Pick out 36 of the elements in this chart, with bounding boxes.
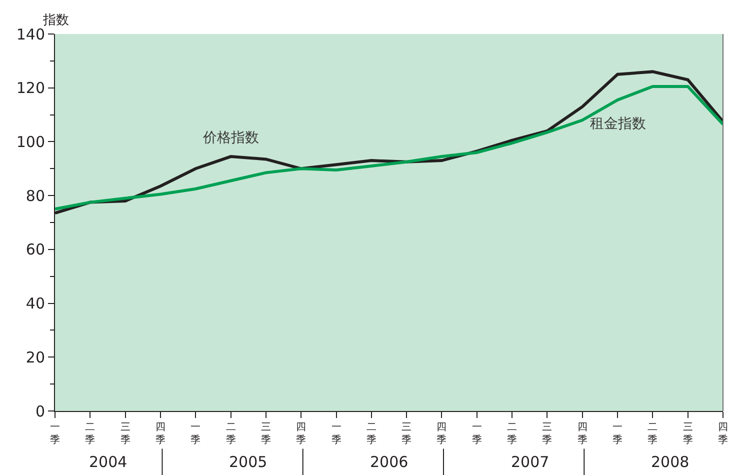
x-tick-label: 一季 bbox=[612, 422, 623, 446]
x-tick-label: 三季 bbox=[120, 422, 130, 446]
y-axis-title: 指数 bbox=[42, 13, 69, 28]
text: 2006 bbox=[370, 453, 408, 471]
x-tick-label: 四季 bbox=[718, 422, 728, 446]
text: 2004 bbox=[89, 453, 128, 471]
x-tick-label: 二季 bbox=[366, 422, 376, 446]
series-label: 租金指数 bbox=[590, 116, 646, 132]
y-tick-label: 80 bbox=[26, 186, 45, 205]
y-tick-label: 20 bbox=[26, 348, 45, 366]
series-label: 价格指数 bbox=[202, 130, 259, 146]
text: 2005 bbox=[229, 453, 268, 471]
x-tick-label: 二季 bbox=[226, 422, 236, 446]
y-tick-label: 100 bbox=[16, 132, 45, 151]
x-tick-label: 三季 bbox=[402, 422, 412, 446]
y-tick-label: 140 bbox=[16, 25, 45, 44]
x-tick-label: 三季 bbox=[260, 422, 271, 446]
y-tick-label: 120 bbox=[16, 79, 45, 98]
x-tick-label: 四季 bbox=[436, 422, 447, 446]
x-tick-label: 四季 bbox=[296, 422, 306, 446]
x-tick-label: 一季 bbox=[331, 422, 342, 446]
y-tick-label: 40 bbox=[26, 294, 45, 313]
x-tick-label: 三季 bbox=[542, 422, 552, 446]
y-tick-label: 0 bbox=[35, 402, 45, 420]
text: 2008 bbox=[651, 453, 690, 471]
x-tick-label: 二季 bbox=[507, 422, 518, 446]
x-tick-label: 三季 bbox=[682, 422, 693, 446]
x-tick-label: 一季 bbox=[50, 422, 60, 446]
x-tick-label: 一季 bbox=[190, 422, 201, 446]
x-tick-label: 四季 bbox=[155, 422, 166, 446]
x-tick-label: 一季 bbox=[472, 422, 482, 446]
y-tick-label: 60 bbox=[26, 240, 45, 259]
x-tick-label: 四季 bbox=[577, 422, 588, 446]
x-tick-label: 二季 bbox=[648, 422, 658, 446]
text: 2007 bbox=[511, 453, 550, 471]
x-tick-label: 二季 bbox=[85, 422, 96, 446]
